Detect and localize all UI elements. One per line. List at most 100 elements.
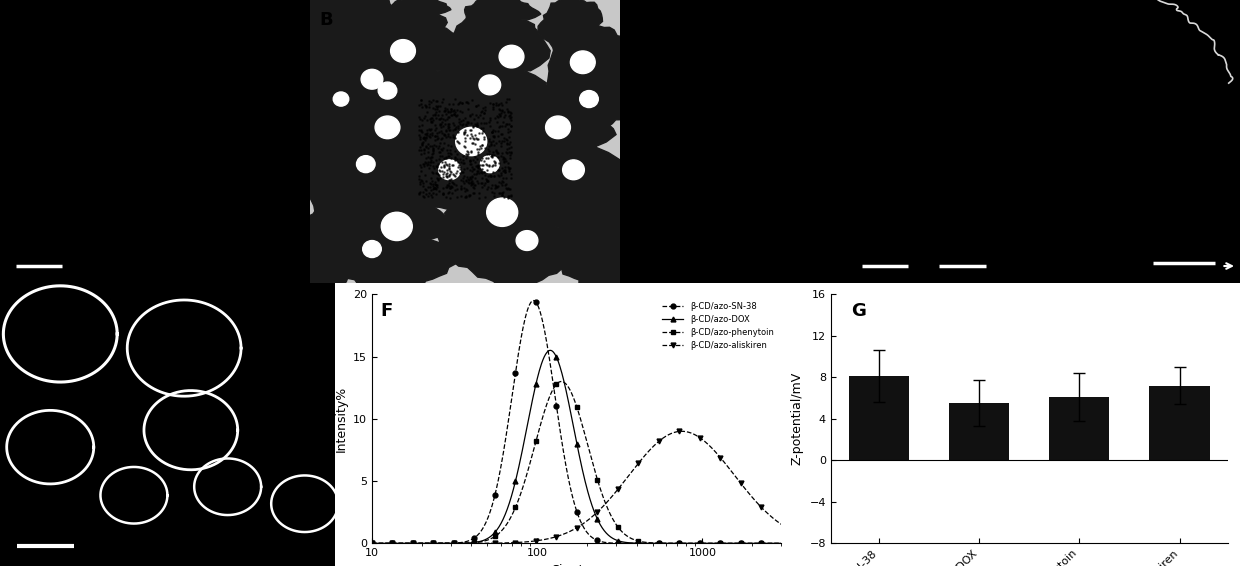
Point xyxy=(428,175,448,184)
Point xyxy=(494,174,513,183)
Point xyxy=(445,124,465,133)
Point xyxy=(485,180,505,189)
Point xyxy=(409,190,429,199)
Point xyxy=(433,172,453,181)
Point xyxy=(466,101,486,110)
Point xyxy=(441,149,461,158)
Point xyxy=(429,187,449,196)
Point xyxy=(438,165,458,174)
Point xyxy=(485,126,505,135)
Point xyxy=(481,138,501,147)
Point xyxy=(496,97,516,106)
Point xyxy=(427,114,446,123)
Circle shape xyxy=(362,241,382,258)
Point xyxy=(482,151,502,160)
Point xyxy=(492,121,512,130)
Point xyxy=(429,147,449,156)
Point xyxy=(439,176,459,185)
Point xyxy=(482,137,502,146)
Point xyxy=(496,180,516,189)
Point xyxy=(440,183,460,192)
Point xyxy=(497,107,517,116)
Circle shape xyxy=(498,45,523,68)
Point xyxy=(435,104,455,113)
Point xyxy=(477,161,497,170)
Point xyxy=(496,138,516,147)
Point xyxy=(456,175,476,185)
Point xyxy=(464,134,484,143)
Point xyxy=(420,178,440,187)
Point xyxy=(458,178,477,187)
Point xyxy=(471,143,491,152)
Point xyxy=(484,141,503,150)
Point xyxy=(448,193,467,202)
Point xyxy=(424,140,444,149)
Point xyxy=(467,149,487,158)
Point xyxy=(467,121,487,130)
Point xyxy=(482,127,502,136)
Point xyxy=(430,139,450,148)
Point xyxy=(449,118,469,127)
Point xyxy=(474,108,494,117)
Point xyxy=(496,184,516,193)
Point xyxy=(461,173,481,182)
Point xyxy=(413,138,433,147)
Point xyxy=(456,176,476,185)
Point xyxy=(487,149,507,158)
Point xyxy=(440,166,460,175)
Point xyxy=(451,175,471,185)
Point xyxy=(456,192,476,201)
Point xyxy=(419,125,439,134)
Point xyxy=(440,132,460,142)
Point xyxy=(451,117,471,126)
Point xyxy=(460,160,480,169)
Bar xyxy=(1149,385,1209,460)
Point xyxy=(415,112,435,121)
Point xyxy=(472,128,492,138)
Point xyxy=(436,152,456,161)
Point xyxy=(415,130,435,139)
Point xyxy=(413,140,433,149)
Point xyxy=(453,119,472,128)
Point xyxy=(415,184,435,193)
Point xyxy=(500,185,520,194)
Point xyxy=(482,127,502,136)
Point xyxy=(427,184,446,193)
Point xyxy=(415,100,435,109)
Point xyxy=(433,151,453,160)
Point xyxy=(460,191,480,200)
Point xyxy=(454,158,474,168)
Point xyxy=(480,115,500,125)
Point xyxy=(466,120,486,129)
Polygon shape xyxy=(438,165,596,288)
Point xyxy=(467,178,487,187)
Point xyxy=(480,98,500,107)
Circle shape xyxy=(563,160,584,180)
Point xyxy=(489,165,508,174)
Point xyxy=(458,174,477,183)
Point xyxy=(489,171,508,181)
Point xyxy=(438,160,458,169)
Point xyxy=(466,154,486,163)
Point xyxy=(440,183,460,192)
Point xyxy=(497,148,517,157)
Point xyxy=(425,179,445,188)
Point xyxy=(430,144,450,153)
Point xyxy=(484,192,503,201)
Point xyxy=(438,124,458,133)
Point xyxy=(494,153,513,162)
Point xyxy=(410,187,430,196)
Point xyxy=(471,178,491,187)
Point xyxy=(461,148,481,157)
Point xyxy=(420,114,440,123)
Point xyxy=(454,179,474,188)
Point xyxy=(489,100,508,109)
Point xyxy=(427,182,446,191)
Point xyxy=(428,104,448,113)
Point xyxy=(409,178,429,187)
Point xyxy=(412,115,432,125)
Point xyxy=(498,108,518,117)
Point xyxy=(443,118,463,127)
Point xyxy=(427,123,446,132)
Point xyxy=(441,110,461,119)
